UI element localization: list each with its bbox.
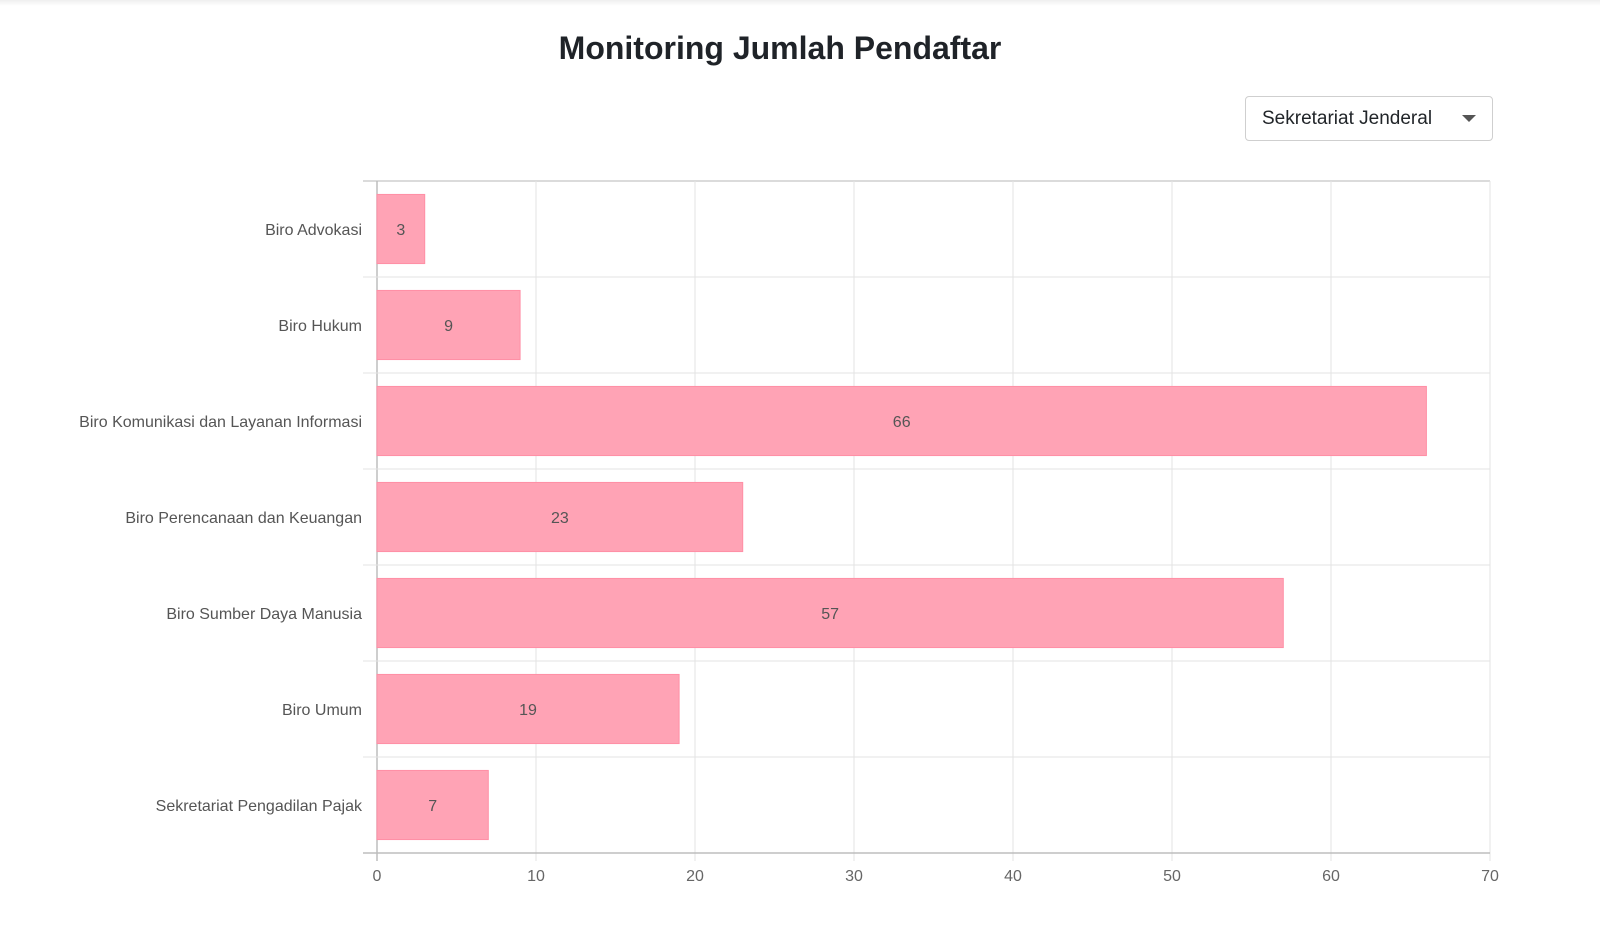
x-tick-label: 50	[1163, 868, 1181, 885]
value-label: 7	[428, 798, 437, 815]
category-label: Biro Advokasi	[265, 222, 362, 239]
chevron-down-icon	[1462, 115, 1476, 122]
category-label: Biro Sumber Daya Manusia	[166, 606, 362, 623]
x-tick-label: 40	[1004, 868, 1022, 885]
category-label: Sekretariat Pengadilan Pajak	[156, 798, 363, 815]
x-tick-label: 70	[1481, 868, 1499, 885]
category-label: Biro Perencanaan dan Keuangan	[125, 510, 362, 527]
x-tick-label: 10	[527, 868, 545, 885]
value-label: 23	[551, 510, 569, 527]
bar[interactable]	[376, 577, 1284, 649]
bar[interactable]	[376, 481, 744, 553]
bar[interactable]	[376, 769, 489, 841]
bar[interactable]	[376, 193, 426, 265]
category-label: Biro Hukum	[278, 318, 362, 335]
value-label: 19	[519, 702, 537, 719]
x-tick-label: 20	[686, 868, 704, 885]
x-tick-label: 60	[1322, 868, 1340, 885]
value-label: 57	[821, 606, 839, 623]
category-label: Biro Komunikasi dan Layanan Informasi	[79, 414, 362, 431]
x-tick-label: 30	[845, 868, 863, 885]
x-tick-label: 0	[373, 868, 382, 885]
bar[interactable]	[376, 289, 521, 361]
top-strip	[0, 0, 1600, 6]
value-label: 66	[893, 414, 911, 431]
value-label: 9	[444, 318, 453, 335]
unit-select-value: Sekretariat Jenderal	[1262, 107, 1433, 129]
page-title: Monitoring Jumlah Pendaftar	[558, 30, 1002, 66]
bar[interactable]	[376, 673, 680, 745]
unit-select[interactable]: Sekretariat Jenderal	[1245, 96, 1493, 141]
bar[interactable]	[376, 385, 1427, 457]
category-label: Biro Umum	[282, 702, 362, 719]
value-label: 3	[396, 222, 405, 239]
